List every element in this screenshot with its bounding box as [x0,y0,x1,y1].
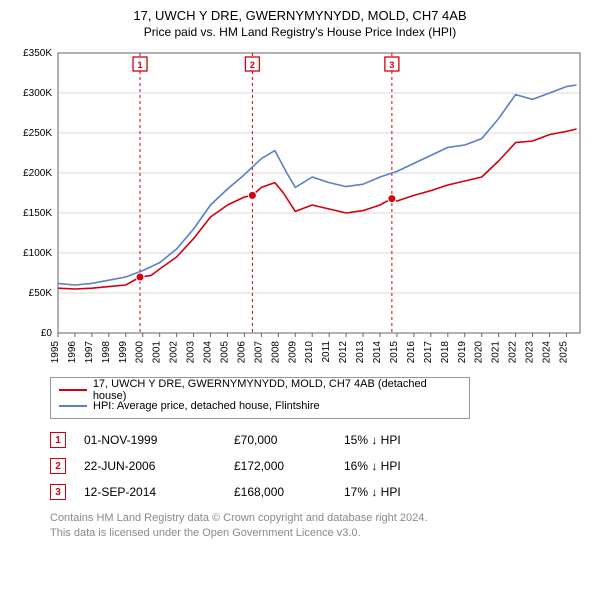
svg-text:2009: 2009 [287,341,298,364]
svg-text:2018: 2018 [440,341,451,364]
svg-text:2004: 2004 [203,341,214,364]
svg-text:1995: 1995 [50,341,61,364]
svg-text:2006: 2006 [236,341,247,364]
event-badge: 1 [50,432,66,448]
legend-swatch [59,389,87,391]
event-price: £168,000 [234,485,344,499]
chart-container: 17, UWCH Y DRE, GWERNYMYNYDD, MOLD, CH7 … [0,0,600,551]
legend: 17, UWCH Y DRE, GWERNYMYNYDD, MOLD, CH7 … [50,377,470,419]
event-price: £70,000 [234,433,344,447]
footnote-line: This data is licensed under the Open Gov… [50,526,590,541]
svg-text:£50K: £50K [29,288,53,299]
svg-text:2012: 2012 [338,341,349,364]
svg-text:1999: 1999 [118,341,129,364]
svg-text:2005: 2005 [219,341,230,364]
event-price: £172,000 [234,459,344,473]
svg-text:2008: 2008 [270,341,281,364]
svg-text:£200K: £200K [23,168,52,179]
events-table: 1 01-NOV-1999£70,00015% ↓ HPI 2 22-JUN-2006… [50,427,590,505]
svg-text:2024: 2024 [541,341,552,364]
event-date: 22-JUN-2006 [84,459,234,473]
svg-text:2019: 2019 [457,341,468,364]
svg-text:1: 1 [138,60,143,70]
event-date: 12-SEP-2014 [84,485,234,499]
event-pct: 17% ↓ HPI [344,485,454,499]
svg-text:2015: 2015 [389,341,400,364]
svg-text:2017: 2017 [423,341,434,364]
svg-text:2011: 2011 [321,341,332,363]
svg-text:2010: 2010 [304,341,315,364]
svg-text:2002: 2002 [169,341,180,364]
footnote-line: Contains HM Land Registry data © Crown c… [50,511,590,526]
svg-text:1997: 1997 [84,341,95,364]
svg-text:1998: 1998 [101,341,112,364]
svg-text:2025: 2025 [558,341,569,364]
chart-subtitle: Price paid vs. HM Land Registry's House … [10,25,590,39]
svg-text:2016: 2016 [406,341,417,364]
svg-text:2000: 2000 [135,341,146,364]
svg-text:2023: 2023 [525,341,536,364]
svg-text:2022: 2022 [508,341,519,364]
svg-text:2014: 2014 [372,341,383,364]
svg-text:£100K: £100K [23,248,52,259]
titles: 17, UWCH Y DRE, GWERNYMYNYDD, MOLD, CH7 … [10,8,590,39]
svg-text:3: 3 [389,60,394,70]
svg-text:1996: 1996 [67,341,78,364]
event-pct: 16% ↓ HPI [344,459,454,473]
footnote: Contains HM Land Registry data © Crown c… [50,511,590,541]
chart-title: 17, UWCH Y DRE, GWERNYMYNYDD, MOLD, CH7 … [10,8,590,23]
event-row: 1 01-NOV-1999£70,00015% ↓ HPI [50,427,590,453]
chart-area: £0 £50K £100K £150K £200K £250K £300K £350K 1995… [10,43,590,373]
svg-text:£0: £0 [41,328,53,339]
svg-text:£250K: £250K [23,128,52,139]
svg-text:2: 2 [250,60,255,70]
event-pct: 15% ↓ HPI [344,433,454,447]
event-badge: 2 [50,458,66,474]
svg-text:2013: 2013 [355,341,366,364]
legend-item: 17, UWCH Y DRE, GWERNYMYNYDD, MOLD, CH7 … [59,382,461,398]
event-row: 3 12-SEP-2014£168,00017% ↓ HPI [50,479,590,505]
svg-text:2003: 2003 [186,341,197,364]
svg-text:2007: 2007 [253,341,264,364]
line-chart: £0 £50K £100K £150K £200K £250K £300K £350K 1995… [10,43,590,373]
legend-label: 17, UWCH Y DRE, GWERNYMYNYDD, MOLD, CH7 … [93,378,461,402]
svg-text:£350K: £350K [23,48,52,59]
svg-text:£300K: £300K [23,88,52,99]
event-badge: 3 [50,484,66,500]
svg-text:£150K: £150K [23,208,52,219]
svg-text:2021: 2021 [491,341,502,364]
svg-text:2020: 2020 [474,341,485,364]
legend-label: HPI: Average price, detached house, Flin… [93,400,320,412]
svg-text:2001: 2001 [152,341,163,364]
legend-swatch [59,405,87,407]
event-date: 01-NOV-1999 [84,433,234,447]
event-row: 2 22-JUN-2006£172,00016% ↓ HPI [50,453,590,479]
